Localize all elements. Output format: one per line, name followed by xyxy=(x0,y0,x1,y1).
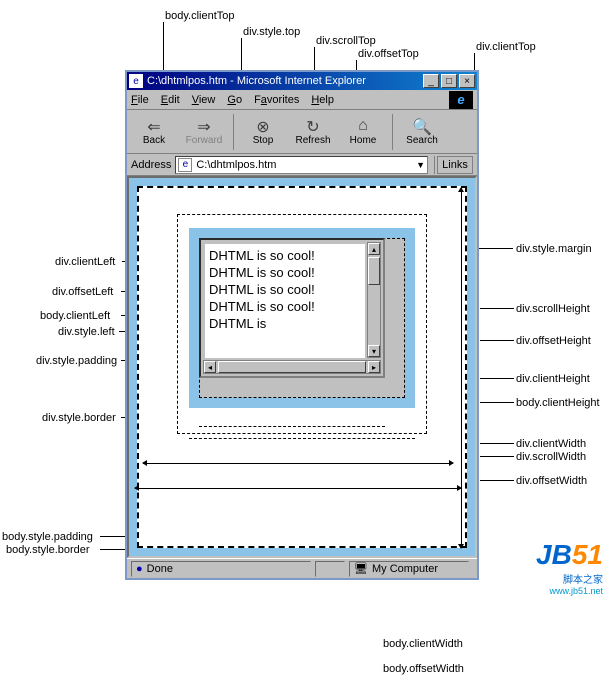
forward-button[interactable]: ⇒Forward xyxy=(179,112,229,152)
lbl-div-style-padding: div.style.padding xyxy=(36,355,117,367)
links-button[interactable]: Links xyxy=(437,156,473,174)
lbl-div-scrollTop: div.scrollTop xyxy=(316,35,376,47)
lbl-div-style-border: div.style.border xyxy=(42,412,116,424)
leader xyxy=(480,443,514,444)
lbl-body-style-border: body.style.border xyxy=(6,544,90,556)
status-done: ● Done xyxy=(131,561,311,577)
div-content: DHTML is so cool! DHTML is so cool! DHTM… xyxy=(205,244,365,358)
lbl-body-clientHeight: body.clientHeight xyxy=(516,397,600,409)
lbl-div-clientTop: div.clientTop xyxy=(476,41,536,53)
dim-body-offsetWidth xyxy=(135,488,461,489)
dim-body-clientHeight xyxy=(461,188,462,548)
address-value: C:\dhtmlpos.htm xyxy=(196,159,276,171)
address-input[interactable]: e C:\dhtmlpos.htm ▼ xyxy=(175,156,428,174)
page-content: DHTML is so cool! DHTML is so cool! DHTM… xyxy=(127,176,477,558)
status-cell xyxy=(315,561,345,577)
maximize-button[interactable]: □ xyxy=(441,74,457,88)
lbl-div-offsetHeight: div.offsetHeight xyxy=(516,335,591,347)
lbl-div-clientWidth: div.clientWidth xyxy=(516,438,586,450)
ie-icon: e xyxy=(129,74,143,88)
leader xyxy=(480,456,514,457)
leader xyxy=(480,402,514,403)
refresh-button[interactable]: ↻Refresh xyxy=(288,112,338,152)
lbl-div-style-left: div.style.left xyxy=(58,326,115,338)
menubar: File Edit View Go Favorites Help e xyxy=(127,90,477,110)
home-button[interactable]: ⌂Home xyxy=(338,112,388,152)
watermark: JB51 脚本之家 www.jb51.net xyxy=(536,539,603,596)
lbl-div-style-margin: div.style.margin xyxy=(516,243,592,255)
leader xyxy=(480,308,514,309)
lbl-body-style-padding: body.style.padding xyxy=(2,531,93,543)
status-zone: 🖥 My Computer xyxy=(349,561,469,577)
lbl-div-offsetWidth: div.offsetWidth xyxy=(516,475,587,487)
lbl-div-clientLeft: div.clientLeft xyxy=(55,256,115,268)
stop-button[interactable]: ⊗Stop xyxy=(238,112,288,152)
lbl-body-clientTop: body.clientTop xyxy=(165,10,235,22)
lbl-div-offsetLeft: div.offsetLeft xyxy=(52,286,113,298)
lbl-div-offsetTop: div.offsetTop xyxy=(358,48,419,60)
leader xyxy=(480,480,514,481)
search-button[interactable]: 🔍Search xyxy=(397,112,447,152)
toolbar: ⇐Back ⇒Forward ⊗Stop ↻Refresh ⌂Home 🔍Sea… xyxy=(127,110,477,154)
vertical-scrollbar[interactable]: ▴ ▾ xyxy=(367,242,381,358)
lbl-div-scrollHeight: div.scrollHeight xyxy=(516,303,590,315)
menu-help[interactable]: Help xyxy=(311,94,334,106)
dim-body-clientWidth xyxy=(143,463,453,464)
window-title: C:\dhtmlpos.htm - Microsoft Internet Exp… xyxy=(147,75,366,87)
menu-file[interactable]: File xyxy=(131,94,149,106)
lbl-div-style-top: div.style.top xyxy=(243,26,300,38)
dash xyxy=(199,426,385,427)
menu-edit[interactable]: Edit xyxy=(161,94,180,106)
lbl-body-clientLeft: body.clientLeft xyxy=(40,310,110,322)
menu-favorites[interactable]: Favorites xyxy=(254,94,299,106)
menu-go[interactable]: Go xyxy=(227,94,242,106)
titlebar: e C:\dhtmlpos.htm - Microsoft Internet E… xyxy=(127,72,477,90)
leader xyxy=(480,340,514,341)
leader xyxy=(480,378,514,379)
div-scroll-box: DHTML is so cool! DHTML is so cool! DHTM… xyxy=(199,238,385,378)
ie-window: e C:\dhtmlpos.htm - Microsoft Internet E… xyxy=(125,70,479,580)
back-button[interactable]: ⇐Back xyxy=(129,112,179,152)
address-bar: Address e C:\dhtmlpos.htm ▼ Links xyxy=(127,154,477,176)
statusbar: ● Done 🖥 My Computer xyxy=(127,558,477,578)
menu-view[interactable]: View xyxy=(192,94,216,106)
address-label: Address xyxy=(131,159,171,171)
lbl-div-clientHeight: div.clientHeight xyxy=(516,373,590,385)
dash xyxy=(189,438,415,439)
page-icon: e xyxy=(178,158,192,172)
horizontal-scrollbar[interactable]: ◂ ▸ xyxy=(203,360,381,374)
lbl-div-scrollWidth: div.scrollWidth xyxy=(516,451,586,463)
ie-logo-icon: e xyxy=(449,91,473,109)
lbl-body-offsetWidth: body.offsetWidth xyxy=(383,663,464,675)
minimize-button[interactable]: _ xyxy=(423,74,439,88)
close-button[interactable]: × xyxy=(459,74,475,88)
lbl-body-clientWidth: body.clientWidth xyxy=(383,638,463,650)
